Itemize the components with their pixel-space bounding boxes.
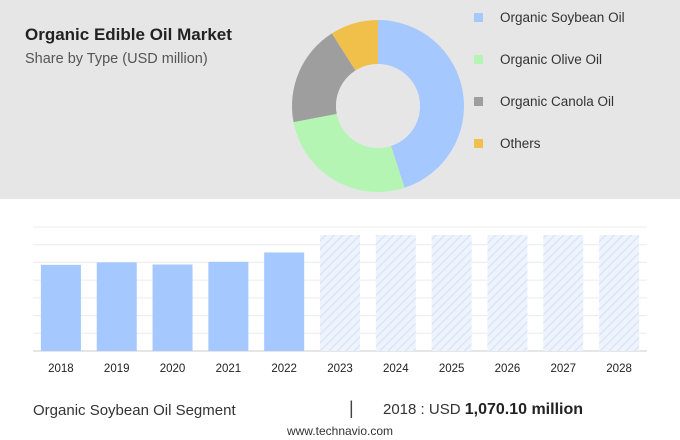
legend-swatch xyxy=(474,97,483,106)
donut-chart xyxy=(292,20,465,192)
donut-slice-organic-canola-oil xyxy=(292,33,356,123)
donut-hole xyxy=(336,64,420,148)
legend-label: Others xyxy=(500,136,541,151)
footer-value-amount: 1,070.10 million xyxy=(464,401,583,418)
chart-title: Organic Edible Oil Market xyxy=(25,25,232,44)
footer-separator: | xyxy=(349,398,354,418)
bar-2022 xyxy=(264,252,305,351)
bar-2018 xyxy=(40,264,81,351)
legend-swatch xyxy=(474,13,483,22)
forecast-bar-2024 xyxy=(375,235,416,351)
x-tick-label: 2028 xyxy=(606,363,632,375)
donut-slice-organic-olive-oil xyxy=(293,113,405,192)
bar-2019 xyxy=(96,262,137,351)
x-tick-label: 2024 xyxy=(383,363,409,375)
x-tick-label: 2021 xyxy=(216,363,242,375)
legend-swatch xyxy=(474,139,483,148)
forecast-bar-2025 xyxy=(431,235,472,351)
forecast-bar-2027 xyxy=(543,235,584,351)
forecast-bar-2023 xyxy=(320,235,360,351)
forecast-bar-2028 xyxy=(599,235,640,351)
legend-label: Organic Canola Oil xyxy=(500,94,615,109)
forecast-bar-2026 xyxy=(487,235,528,351)
legend-label: Organic Olive Oil xyxy=(500,52,603,67)
chart-subtitle: Share by Type (USD million) xyxy=(25,51,208,67)
donut-slice-organic-soybean-oil xyxy=(378,20,465,188)
x-tick-label: 2023 xyxy=(327,363,353,375)
x-tick-label: 2018 xyxy=(48,363,74,375)
donut-slice-others xyxy=(331,20,378,71)
x-tick-label: 2020 xyxy=(160,363,186,375)
x-tick-label: 2022 xyxy=(271,363,297,375)
legend-label: Organic Soybean Oil xyxy=(500,10,625,25)
x-tick-label: 2026 xyxy=(495,363,521,375)
legend-swatch xyxy=(474,55,483,64)
bar-2021 xyxy=(208,261,249,351)
x-tick-label: 2019 xyxy=(104,363,130,375)
bar-chart: 2018 2019 2020 2021 2022 2023 2024 2025 2026 2027… xyxy=(33,226,647,375)
footer-value: 2018 : USD 1,070.10 million xyxy=(383,401,583,419)
x-tick-label: 2027 xyxy=(550,363,576,375)
bar-2020 xyxy=(152,264,193,351)
source-label: www.technavio.com xyxy=(286,424,394,438)
x-tick-label: 2025 xyxy=(439,363,465,375)
footer-year-label: 2018 : USD xyxy=(383,401,461,418)
footer-segment-label: Organic Soybean Oil Segment xyxy=(33,402,236,419)
